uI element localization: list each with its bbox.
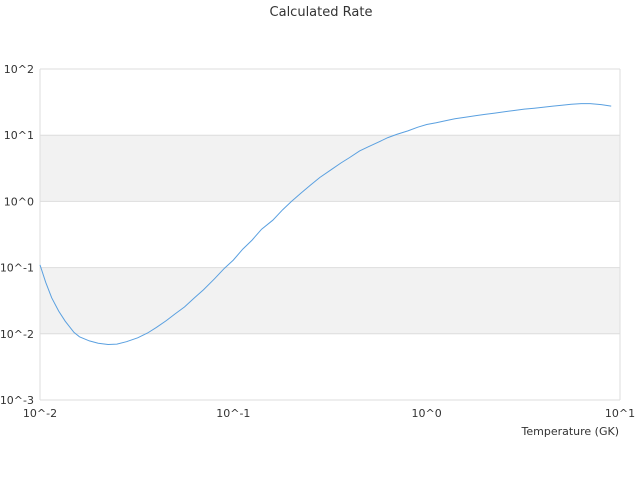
y-tick-label: 10^-3 (0, 394, 34, 407)
y-tick-label: 10^0 (4, 195, 34, 208)
x-tick-label: 10^1 (605, 407, 635, 420)
y-axis-ticks: 10^-3 10^-2 10^-1 10^0 10^1 10^2 (0, 63, 34, 407)
x-tick-label: 10^-2 (23, 407, 57, 420)
x-tick-label: 10^0 (412, 407, 442, 420)
grid-bands (40, 135, 620, 334)
grid-band (40, 267, 620, 334)
grid-band (40, 135, 620, 202)
series-line (39, 103, 612, 346)
grid-lines (39, 68, 621, 401)
x-axis-label: Temperature (GK) (521, 425, 620, 438)
series-layer (39, 103, 612, 346)
x-axis-ticks: 10^-2 10^-1 10^0 10^1 (23, 407, 635, 420)
y-tick-label: 10^-2 (0, 328, 34, 341)
y-tick-label: 10^-1 (0, 262, 34, 275)
y-tick-label: 10^2 (4, 63, 34, 76)
chart-title: Calculated Rate (270, 5, 373, 20)
x-tick-label: 10^-1 (216, 407, 250, 420)
y-tick-label: 10^1 (4, 129, 34, 142)
